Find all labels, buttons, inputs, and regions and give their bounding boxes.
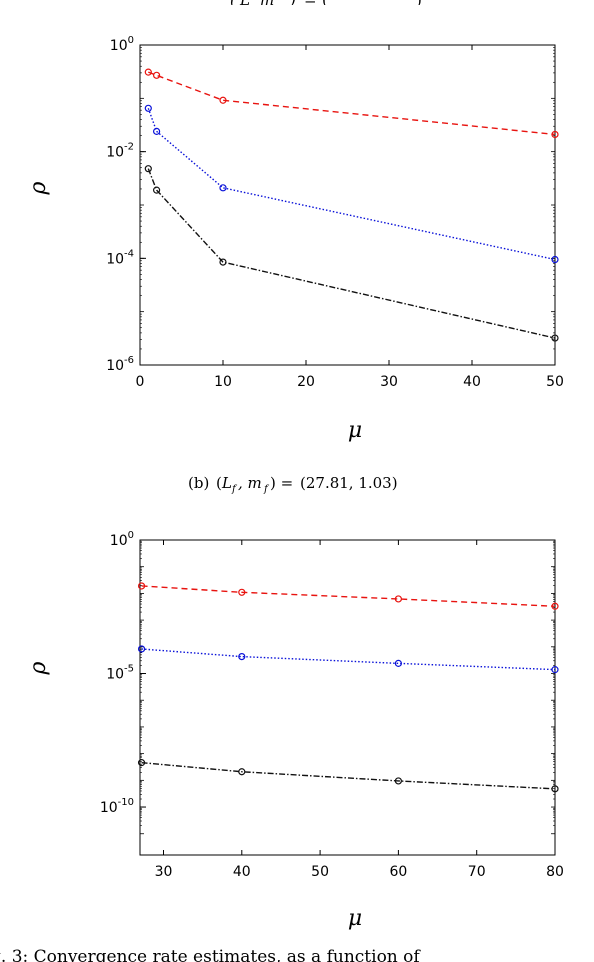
caption-b: (b) ( L f , m f ) = (27.81, 1.03)	[188, 474, 398, 495]
x-tick-label: 50	[546, 374, 564, 390]
data-point-black	[137, 759, 146, 767]
chart-top: 0 10 20 30 40 50 100 10-2 10-4 10-6 μ ρ	[26, 35, 564, 443]
x-tick-label: 40	[463, 374, 481, 390]
data-point-blue	[153, 127, 161, 135]
series-line-black	[141, 761, 556, 790]
data-point-red	[394, 595, 402, 603]
x-tick-label: 0	[136, 374, 145, 390]
x-tick-label: 60	[389, 864, 407, 880]
x-tick-label: 50	[311, 864, 329, 880]
data-point-blue	[219, 184, 227, 192]
data-point-black	[153, 186, 161, 194]
y-tick-label: 10-2	[106, 142, 134, 161]
caption-b-label: (b)	[188, 474, 209, 492]
chart-bottom-frame	[139, 539, 556, 856]
top-caption-clipped: ( L m ) = ( )	[200, 0, 460, 5]
figure-caption-clipped: g. 3: Convergence rate estimates, as a f…	[0, 947, 421, 962]
chart-top-ylabel: ρ	[26, 181, 51, 195]
data-point-red	[551, 602, 559, 610]
data-point-red	[238, 588, 246, 596]
data-point-blue	[394, 659, 402, 667]
data-point-red	[219, 96, 227, 104]
data-point-blue	[551, 666, 559, 674]
data-point-red	[551, 130, 559, 139]
x-tick-label: 80	[546, 864, 564, 880]
data-point-black	[219, 258, 227, 266]
data-point-red	[137, 582, 146, 590]
chart-bottom-ylabel: ρ	[26, 661, 51, 675]
data-point-blue	[137, 645, 146, 653]
x-tick-label: 20	[297, 374, 315, 390]
svg-text:, m: , m	[238, 474, 262, 492]
data-point-black	[551, 334, 559, 342]
svg-text:(: (	[216, 474, 222, 492]
series-line-blue	[147, 108, 556, 261]
x-tick-label: 30	[380, 374, 398, 390]
series-line-blue	[141, 648, 556, 671]
chart-bottom-xlabel: μ	[348, 906, 362, 931]
data-point-blue	[144, 104, 152, 112]
y-tick-label: 10-5	[106, 664, 134, 683]
data-point-red	[153, 71, 161, 79]
data-point-blue	[238, 653, 246, 661]
svg-text:f: f	[231, 484, 238, 495]
y-tick-label: 10-6	[106, 355, 134, 374]
svg-text:L: L	[221, 474, 232, 492]
y-tick-label: 100	[110, 530, 134, 549]
data-point-black	[238, 768, 246, 776]
data-point-red	[144, 68, 152, 76]
y-tick-label: 10-10	[100, 797, 134, 816]
series-line-red	[148, 71, 556, 136]
x-tick-label: 30	[155, 864, 173, 880]
x-tick-label: 10	[214, 374, 232, 390]
data-point-black	[394, 777, 402, 785]
x-tick-label: 40	[233, 864, 251, 880]
caption-b-value: (27.81, 1.03)	[300, 474, 398, 492]
data-point-black	[144, 165, 152, 173]
data-point-blue	[551, 255, 559, 264]
svg-text:) =: ) =	[270, 474, 293, 492]
y-tick-label: 10-4	[106, 248, 134, 267]
chart-bottom: 30 40 50 60 70 80 100 10-5 10-10 μ ρ	[26, 530, 564, 931]
series-line-black	[147, 168, 556, 339]
chart-top-xlabel: μ	[348, 418, 362, 443]
y-tick-label: 100	[110, 35, 134, 54]
svg-text:f: f	[263, 484, 270, 495]
data-point-black	[551, 785, 559, 793]
chart-top-frame	[139, 44, 556, 366]
x-tick-label: 70	[468, 864, 486, 880]
series-line-red	[141, 585, 556, 607]
